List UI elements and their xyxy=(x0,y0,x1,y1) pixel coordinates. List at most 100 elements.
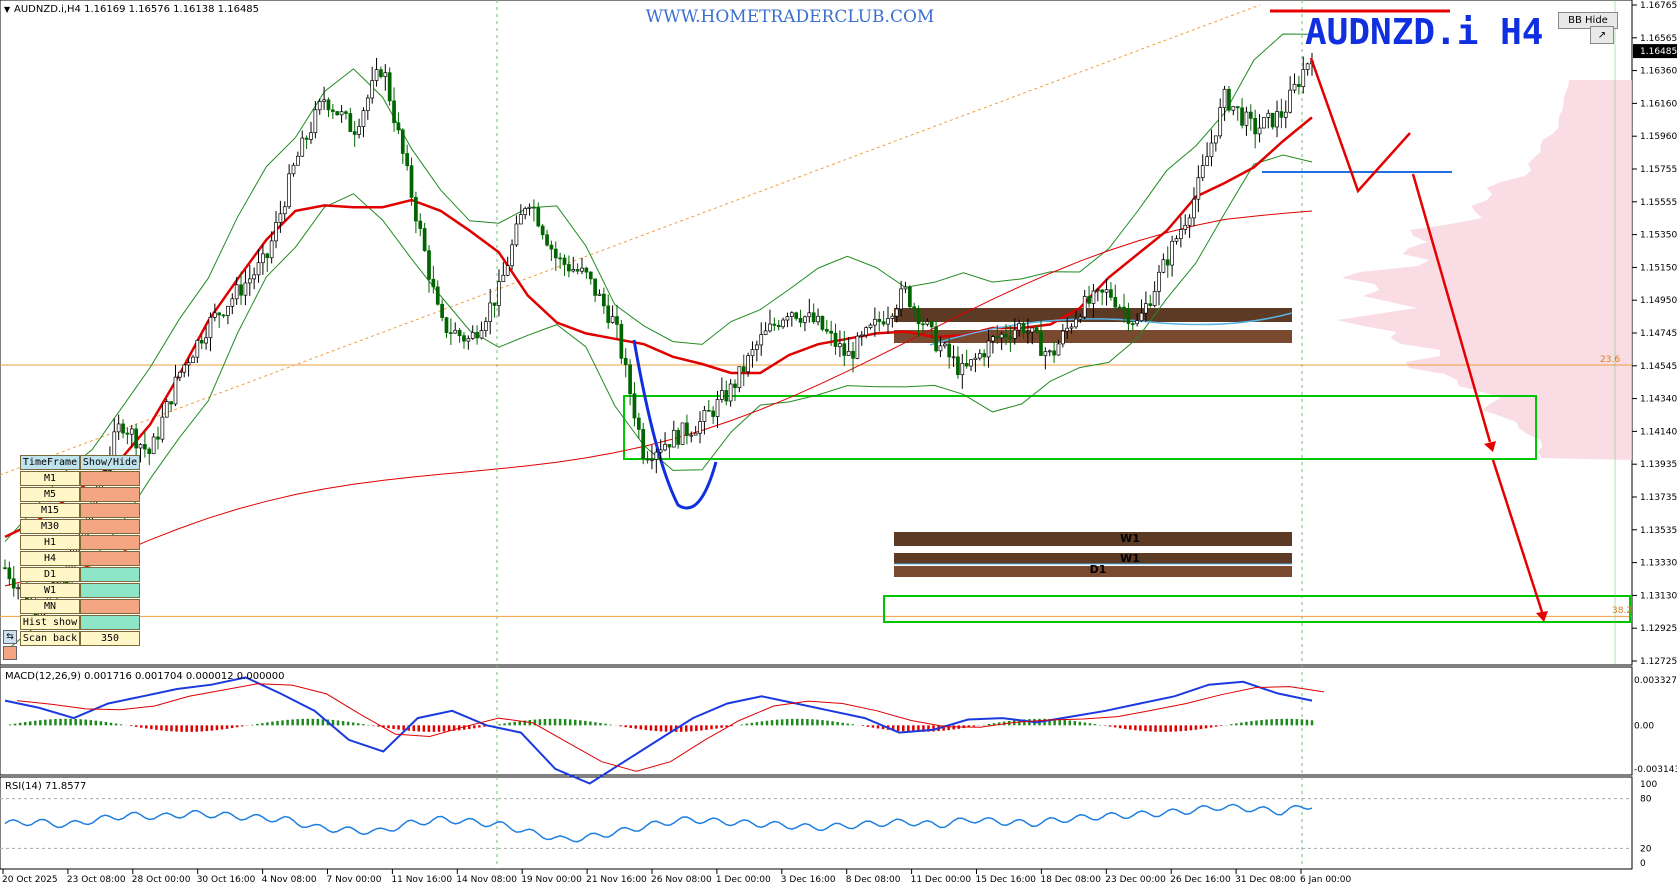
timeframe-toggle[interactable] xyxy=(80,535,140,550)
candle-body xyxy=(1227,88,1231,111)
candle-body xyxy=(781,319,785,328)
timeframe-toggle[interactable] xyxy=(80,503,140,518)
candle-body xyxy=(151,436,156,455)
candle-body xyxy=(1078,316,1083,320)
candle-body xyxy=(221,314,226,317)
candle-body xyxy=(951,356,956,359)
timeframe-toggle[interactable] xyxy=(80,471,140,486)
moving-average-fast xyxy=(4,116,1313,539)
hist-show-label[interactable]: Hist show xyxy=(20,615,80,630)
timeframe-row: W1 xyxy=(20,583,140,598)
candle-body xyxy=(999,333,1004,339)
candle-body xyxy=(571,269,576,272)
rsi-label: RSI(14) 71.8577 xyxy=(5,781,86,792)
candle-body xyxy=(1209,142,1214,158)
candle-body xyxy=(230,298,235,307)
candle-body xyxy=(208,317,213,339)
time-tick-label: 31 Dec 08:00 xyxy=(1235,875,1296,885)
candle-body xyxy=(466,338,471,342)
candle-body xyxy=(606,305,611,323)
candle-body xyxy=(352,131,357,135)
candle-body xyxy=(746,355,750,373)
rsi-axis-label: 0 xyxy=(1640,859,1646,869)
candle-body xyxy=(330,109,335,112)
bollinger-lower xyxy=(4,154,1313,652)
macd-axis-label: -0.003143 xyxy=(1634,765,1677,775)
blue-dip-curve xyxy=(632,339,718,510)
dropdown-triangle-icon[interactable]: ▼ xyxy=(4,5,11,14)
candle-body xyxy=(256,262,261,276)
candle-body xyxy=(121,423,125,434)
candle-body xyxy=(1157,271,1161,292)
candle-body xyxy=(1183,224,1188,230)
candle-body xyxy=(199,340,204,344)
candle-body xyxy=(1008,336,1013,339)
candle-body xyxy=(842,343,847,356)
timeframe-row: H1 xyxy=(20,535,140,550)
timeframe-toggle[interactable] xyxy=(80,519,140,534)
candle-body xyxy=(733,383,737,388)
candle-body xyxy=(453,329,458,334)
timeframe-row: MN xyxy=(20,599,140,614)
candle-body xyxy=(226,305,230,316)
bb-hide-button[interactable]: BB Hide xyxy=(1558,12,1618,29)
scan-back-value[interactable]: 350 xyxy=(80,631,140,646)
candle-body xyxy=(138,444,143,449)
scan-color-swatch[interactable] xyxy=(3,646,17,660)
candle-body xyxy=(444,317,449,333)
candle-body xyxy=(899,288,903,310)
scan-back-label: Scan back xyxy=(20,631,80,646)
candle-body xyxy=(1152,290,1157,306)
timeframe-row: D1 xyxy=(20,567,140,582)
timeframe-toggle[interactable] xyxy=(80,599,140,614)
candle-body xyxy=(400,129,405,154)
candle-body xyxy=(1192,198,1196,219)
candle-body xyxy=(116,423,121,433)
timeframe-row: M1 xyxy=(20,471,140,486)
hist-show-toggle[interactable] xyxy=(80,615,140,630)
candle-body xyxy=(636,417,641,430)
price-tick-label: 1.15350 xyxy=(1640,231,1677,241)
candle-body xyxy=(1266,112,1271,118)
candle-body xyxy=(1283,111,1288,118)
timeframe-label: M15 xyxy=(20,503,80,518)
candle-body xyxy=(1030,327,1035,333)
time-tick-label: 30 Oct 16:00 xyxy=(197,875,256,885)
timeframe-toggle[interactable] xyxy=(80,551,140,566)
expand-icon[interactable]: ↗ xyxy=(1590,26,1614,44)
candle-body xyxy=(1205,156,1209,166)
candle-body xyxy=(348,113,353,132)
candle-body xyxy=(304,137,309,140)
candle-body xyxy=(1087,296,1091,304)
candle-body xyxy=(567,264,571,272)
panel-toggle-icon[interactable]: ⇆ xyxy=(3,630,17,644)
price-tick-label: 1.16765 xyxy=(1640,1,1677,11)
candle-body xyxy=(309,132,313,140)
candle-body xyxy=(1052,350,1056,356)
candle-body xyxy=(278,213,283,223)
time-tick-label: 15 Dec 16:00 xyxy=(976,875,1037,885)
candle-body xyxy=(414,197,418,222)
timeframe-toggle[interactable] xyxy=(80,487,140,502)
candle-body xyxy=(156,436,160,440)
candle-body xyxy=(518,214,523,225)
price-tick-label: 1.13130 xyxy=(1640,591,1677,601)
candle-body xyxy=(798,318,803,323)
arrow-head-icon xyxy=(1484,441,1496,452)
candle-body xyxy=(374,69,379,81)
time-tick-label: 7 Nov 00:00 xyxy=(327,875,382,885)
candle-body xyxy=(986,340,991,358)
timeframe-toggle[interactable] xyxy=(80,567,140,582)
candle-body xyxy=(1069,326,1074,329)
candle-body xyxy=(912,306,917,310)
candle-body xyxy=(326,99,331,111)
moving-average-slow xyxy=(4,210,1313,587)
candle-body xyxy=(1275,111,1279,128)
time-axis: 20 Oct 2025 23 Oct 08:00 28 Oct 00:00 30 Oc… xyxy=(2,869,1352,885)
price-tick-label: 1.15755 xyxy=(1640,165,1677,175)
candle-body xyxy=(991,336,995,342)
candle-body xyxy=(553,248,558,259)
candle-body xyxy=(671,429,676,448)
timeframe-toggle[interactable] xyxy=(80,583,140,598)
